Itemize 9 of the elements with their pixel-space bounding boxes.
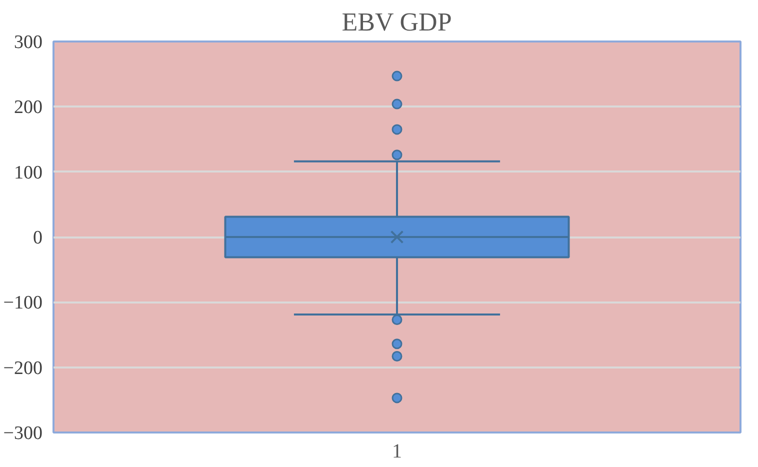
y-tick-label: 300: [14, 32, 42, 53]
x-tick-label: 1: [392, 440, 402, 462]
chart-title: EBV GDP: [342, 8, 452, 36]
y-tick-label: 100: [14, 162, 42, 184]
y-tick-label: −200: [3, 358, 43, 379]
y-tick-label: 200: [14, 97, 42, 118]
y-tick-label: −300: [3, 423, 43, 444]
y-tick-label: −100: [3, 292, 43, 314]
y-tick-label: 0: [33, 228, 42, 248]
